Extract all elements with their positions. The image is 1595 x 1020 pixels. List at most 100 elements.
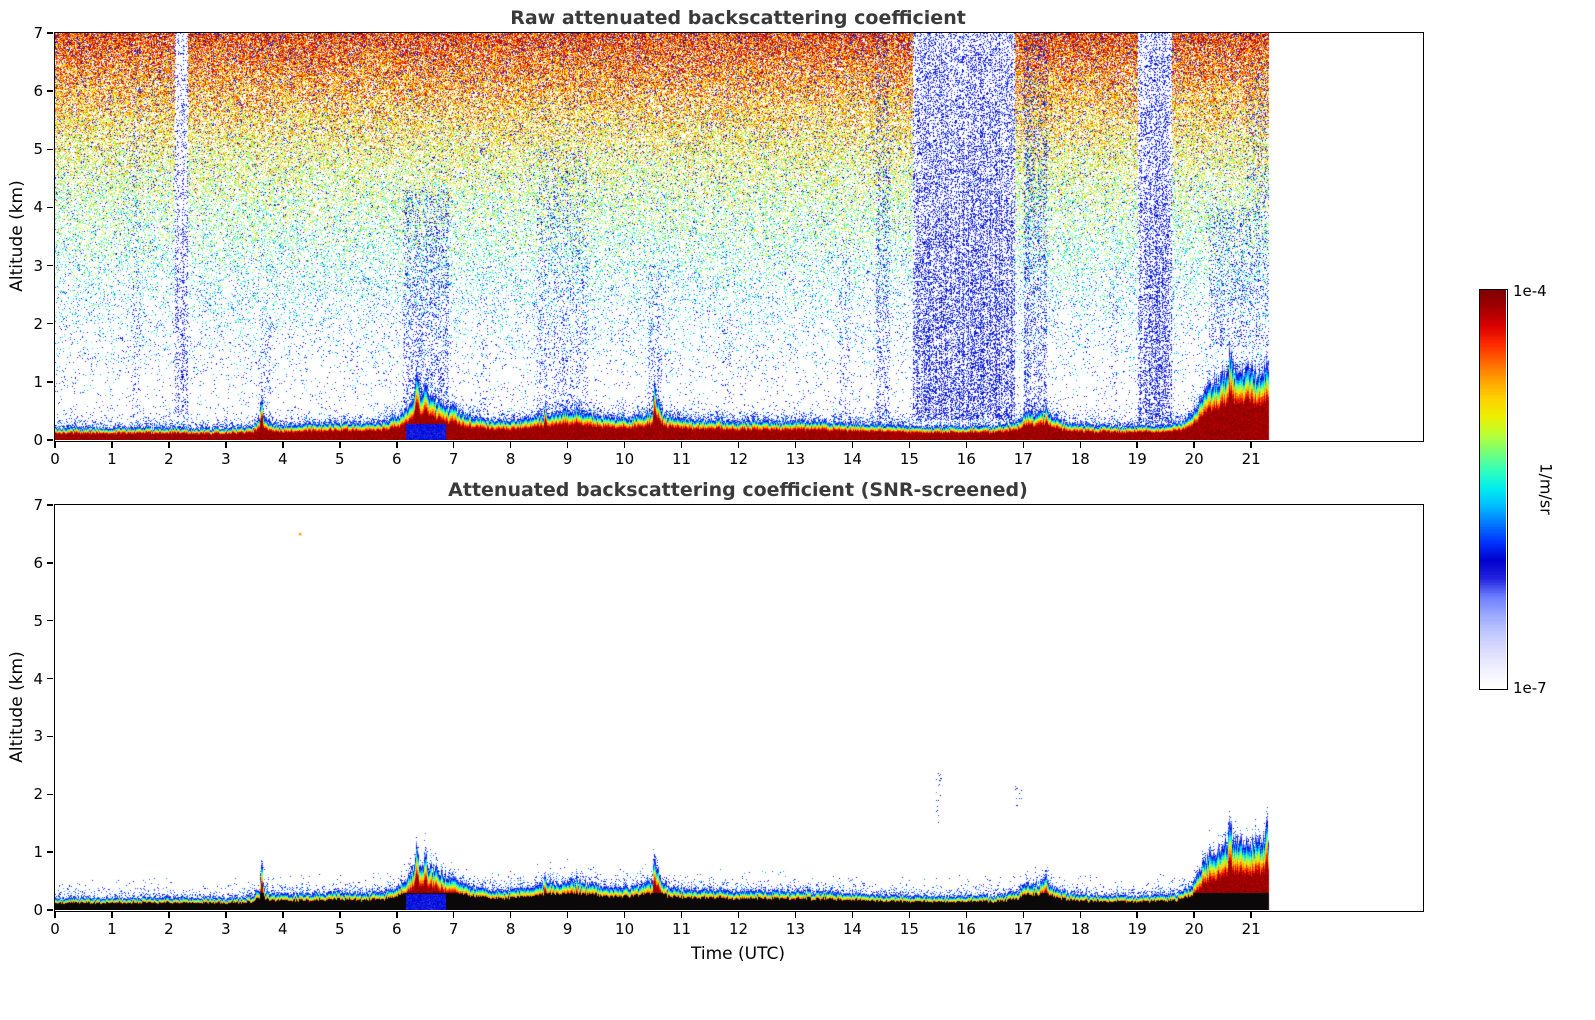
y-tick-label: 5 xyxy=(33,140,43,159)
x-tick-label: 18 xyxy=(1070,450,1090,468)
x-tick xyxy=(282,911,284,918)
y-tick xyxy=(46,381,53,383)
x-tick xyxy=(282,441,284,448)
x-tick xyxy=(509,911,512,918)
x-tick-label: 4 xyxy=(278,920,288,938)
x-tick-label: 2 xyxy=(164,920,174,938)
y-tick-label: 3 xyxy=(33,727,43,746)
raw-panel-plot-area xyxy=(53,31,1424,442)
x-tick xyxy=(794,911,797,918)
y-tick-label: 4 xyxy=(33,198,43,217)
x-tick xyxy=(1136,911,1138,918)
x-tick xyxy=(623,911,626,918)
x-tick-label: 13 xyxy=(785,920,805,938)
y-tick-label: 6 xyxy=(33,553,43,572)
x-tick-label: 13 xyxy=(785,450,805,468)
x-tick-label: 14 xyxy=(842,920,862,938)
y-tick xyxy=(46,504,53,506)
x-tick xyxy=(623,441,626,448)
y-tick xyxy=(46,793,53,796)
colorbar-gradient xyxy=(1480,290,1506,688)
y-tick-label: 5 xyxy=(33,611,43,630)
y-tick-label: 2 xyxy=(33,785,43,804)
x-tick xyxy=(54,911,56,918)
x-tick-label: 11 xyxy=(671,450,692,468)
y-tick xyxy=(46,677,53,680)
x-tick xyxy=(965,441,968,448)
x-tick xyxy=(851,441,854,448)
colorbar-unit-label: 1/m/sr xyxy=(1536,463,1556,515)
y-tick-label: 7 xyxy=(33,496,43,514)
x-tick-label: 10 xyxy=(615,450,635,468)
x-tick xyxy=(339,441,341,448)
x-tick-label: 3 xyxy=(221,920,231,938)
x-tick-label: 18 xyxy=(1070,920,1090,938)
screened-panel-plot-area xyxy=(53,503,1424,912)
x-tick xyxy=(339,911,341,918)
x-tick-label: 20 xyxy=(1184,920,1204,938)
x-tick xyxy=(396,911,398,918)
x-tick xyxy=(54,441,56,448)
x-tick xyxy=(680,441,683,448)
y-tick-label: 2 xyxy=(33,314,43,333)
colorbar-max-label: 1e-4 xyxy=(1513,282,1547,300)
x-tick-label: 20 xyxy=(1184,450,1204,468)
x-axis-label: Time (UTC) xyxy=(691,944,785,964)
x-tick xyxy=(680,911,683,918)
x-tick xyxy=(965,911,968,918)
screened-panel-title: Attenuated backscattering coefficient (S… xyxy=(448,479,1028,501)
raw-panel-y-axis-label: Altitude (km) xyxy=(7,180,27,292)
y-tick-label: 4 xyxy=(33,669,43,688)
y-tick xyxy=(46,148,53,151)
screened-panel-y-axis-label: Altitude (km) xyxy=(7,651,27,763)
x-tick xyxy=(1136,441,1138,448)
y-tick xyxy=(46,735,53,738)
x-tick-label: 8 xyxy=(505,450,516,468)
x-tick-label: 14 xyxy=(842,450,862,468)
x-tick-label: 17 xyxy=(1013,450,1033,468)
x-tick-label: 15 xyxy=(899,450,919,468)
x-tick xyxy=(794,441,797,448)
x-tick-label: 21 xyxy=(1241,450,1261,468)
x-tick-label: 2 xyxy=(164,450,174,468)
x-tick xyxy=(851,911,854,918)
x-tick-label: 19 xyxy=(1127,450,1147,468)
y-tick xyxy=(46,619,53,622)
x-tick-label: 5 xyxy=(335,450,345,468)
x-tick xyxy=(1079,441,1081,448)
x-tick xyxy=(737,441,740,448)
screened-backscatter-heatmap xyxy=(54,504,1422,910)
x-tick-label: 8 xyxy=(505,920,516,938)
x-tick xyxy=(1022,441,1025,448)
x-tick-label: 21 xyxy=(1241,920,1261,938)
x-tick-label: 4 xyxy=(278,450,288,468)
x-tick xyxy=(1022,911,1025,918)
x-tick-label: 16 xyxy=(956,450,976,468)
x-tick-label: 1 xyxy=(107,450,117,468)
x-tick-label: 6 xyxy=(391,920,402,938)
raw-panel-title: Raw attenuated backscattering coefficien… xyxy=(510,7,966,29)
x-tick xyxy=(452,441,455,448)
y-tick xyxy=(46,206,53,209)
x-tick-label: 3 xyxy=(221,450,231,468)
y-tick-label: 1 xyxy=(33,372,43,391)
x-tick xyxy=(225,441,227,448)
x-tick-label: 11 xyxy=(671,920,692,938)
x-tick xyxy=(168,441,170,448)
y-tick-label: 0 xyxy=(33,901,43,919)
x-tick-label: 12 xyxy=(728,920,749,938)
y-tick-label: 3 xyxy=(33,256,43,275)
y-tick-label: 0 xyxy=(33,431,43,449)
x-tick-label: 6 xyxy=(391,450,402,468)
x-tick-label: 1 xyxy=(107,920,117,938)
y-tick xyxy=(46,439,53,441)
x-tick-label: 9 xyxy=(562,450,573,468)
y-tick xyxy=(46,32,53,34)
x-tick-label: 0 xyxy=(50,450,60,468)
y-tick xyxy=(46,264,53,267)
y-tick xyxy=(46,322,53,325)
x-tick xyxy=(111,911,113,918)
x-tick-label: 7 xyxy=(448,450,459,468)
x-tick-label: 12 xyxy=(728,450,749,468)
